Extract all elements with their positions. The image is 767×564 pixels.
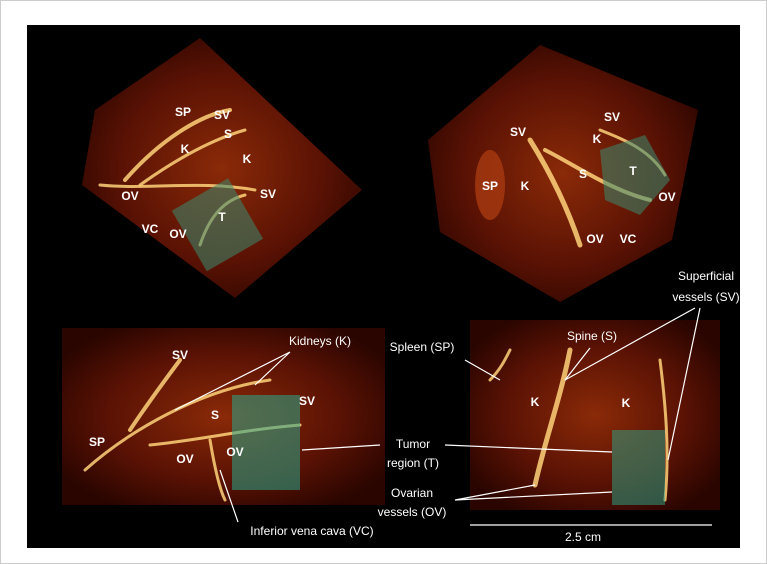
- annotation-line: vessels (SV): [672, 290, 739, 304]
- region-label: OV: [169, 227, 186, 241]
- annotation-line: Spleen (SP): [390, 340, 455, 354]
- region-label: VC: [620, 232, 637, 246]
- annotation-line: Kidneys (K): [289, 334, 351, 348]
- annotation-line: vessels (OV): [378, 505, 447, 519]
- region-label: T: [629, 164, 637, 178]
- region-label: S: [211, 408, 219, 422]
- annotation: Inferior vena cava (VC): [250, 524, 373, 538]
- figure: Kidneys (K) Spleen (SP) Spine (S) Superf…: [0, 0, 767, 564]
- annotation: Kidneys (K): [289, 334, 351, 348]
- panel-bottom-right: [470, 320, 720, 510]
- region-label: K: [181, 142, 190, 156]
- region-label: VC: [142, 222, 159, 236]
- region-label: SV: [172, 348, 188, 362]
- region-label: K: [521, 179, 530, 193]
- region-label: OV: [586, 232, 603, 246]
- region-label: SV: [299, 394, 315, 408]
- scale-bar-label: 2.5 cm: [565, 530, 601, 544]
- region-label: SV: [510, 125, 526, 139]
- region-label: T: [218, 210, 226, 224]
- region-label: K: [243, 152, 252, 166]
- region-label: SP: [482, 179, 498, 193]
- region-label: K: [531, 395, 540, 409]
- region-label: K: [593, 132, 602, 146]
- annotation-line: Spine (S): [567, 329, 617, 343]
- region-label: OV: [658, 190, 675, 204]
- region-label: S: [224, 127, 232, 141]
- region-label: OV: [226, 445, 243, 459]
- region-label: SP: [175, 105, 191, 119]
- annotation-line: Tumor: [396, 437, 430, 451]
- region-label: OV: [121, 189, 138, 203]
- annotation: Spleen (SP): [390, 340, 455, 354]
- annotation-line: region (T): [387, 456, 439, 470]
- region-label: K: [622, 396, 631, 410]
- region-label: SV: [214, 108, 230, 122]
- region-label: SV: [260, 187, 276, 201]
- annotation-line: Superficial: [678, 269, 734, 283]
- region-label: OV: [176, 452, 193, 466]
- annotation-line: Ovarian: [391, 486, 433, 500]
- annotation-line: Inferior vena cava (VC): [250, 524, 373, 538]
- region-label: S: [579, 167, 587, 181]
- annotation: Spine (S): [567, 329, 617, 343]
- region-label: SV: [604, 110, 620, 124]
- region-label: SP: [89, 435, 105, 449]
